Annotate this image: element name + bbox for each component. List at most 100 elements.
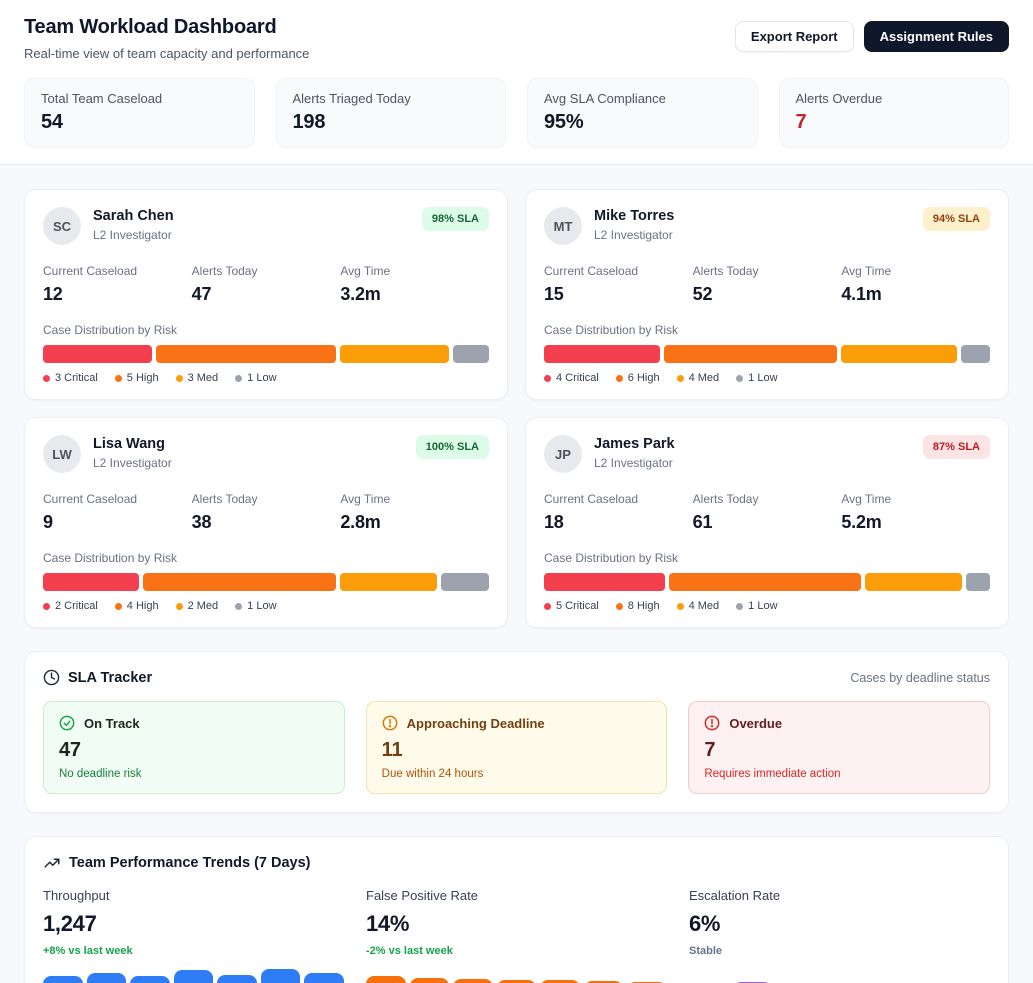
- risk-segment-med: [841, 345, 958, 363]
- header-actions: Export Report Assignment Rules: [734, 21, 1009, 52]
- legend-label: 2 Critical: [55, 600, 98, 612]
- risk-segment-low: [452, 345, 489, 363]
- assignment-rules-button[interactable]: Assignment Rules: [863, 21, 1009, 52]
- risk-segment-low: [440, 573, 489, 591]
- performance-trends-section: Team Performance Trends (7 Days) Through…: [24, 836, 1009, 983]
- mini-bar: [260, 969, 301, 983]
- alerts-value: 52: [692, 284, 713, 304]
- metric-throughput: Throughput 1,247 +8% vs last week: [43, 888, 345, 983]
- legend-dot-med: [175, 374, 183, 382]
- caseload-label: Current Caseload: [43, 264, 138, 278]
- legend-label: 3 Critical: [55, 372, 98, 384]
- risk-legend: 4 Critical 6 High 4 Med 1 Low: [544, 372, 990, 384]
- status-value: 47: [59, 739, 81, 761]
- metric-escalation-rate: Escalation Rate 6% Stable: [689, 888, 990, 983]
- false-positive-bar-chart: [366, 967, 668, 983]
- stat-label: Avg SLA Compliance: [544, 91, 666, 106]
- legend-item-low: 1 Low: [736, 600, 778, 612]
- status-subtitle: No deadline risk: [59, 768, 142, 780]
- sla-badge: 94% SLA: [922, 207, 990, 231]
- stat-card-alerts-triaged: Alerts Triaged Today 198: [275, 78, 506, 148]
- alerts-label: Alerts Today: [692, 492, 759, 506]
- legend-dot-critical: [43, 374, 50, 382]
- sla-badge: 100% SLA: [415, 435, 489, 459]
- legend-dot-high: [114, 602, 122, 610]
- legend-label: 6 High: [627, 372, 660, 384]
- legend-dot-med: [676, 602, 684, 610]
- caseload-label: Current Caseload: [43, 492, 138, 506]
- legend-item-high: 8 High: [615, 600, 660, 612]
- stat-label: Total Team Caseload: [41, 91, 163, 106]
- risk-segment-med: [865, 573, 962, 591]
- legend-item-low: 1 Low: [235, 372, 277, 384]
- legend-label: 1 Low: [247, 600, 277, 612]
- risk-distribution-label: Case Distribution by Risk: [43, 323, 178, 337]
- risk-distribution-label: Case Distribution by Risk: [544, 323, 679, 337]
- legend-item-low: 1 Low: [235, 600, 277, 612]
- status-subtitle: Due within 24 hours: [381, 768, 484, 780]
- risk-distribution-bar: [43, 345, 489, 363]
- legend-item-med: 4 Med: [676, 600, 720, 612]
- legend-item-critical: 2 Critical: [43, 600, 98, 612]
- sla-badge: 98% SLA: [421, 207, 489, 231]
- member-card-lisa-wang: LW Lisa Wang L2 Investigator 100% SLA Cu…: [24, 417, 508, 628]
- legend-dot-high: [114, 374, 122, 382]
- status-value: 7: [704, 739, 716, 761]
- page-subtitle: Real-time view of team capacity and perf…: [24, 46, 310, 61]
- mini-bar: [453, 979, 493, 983]
- member-card-james-park: JP James Park L2 Investigator 87% SLA Cu…: [525, 417, 1009, 628]
- caseload-value: 12: [43, 284, 63, 304]
- metric-label: Throughput: [43, 888, 110, 903]
- stat-value: 54: [41, 111, 63, 133]
- avg-time-value: 2.8m: [340, 512, 381, 532]
- team-members-grid: SC Sarah Chen L2 Investigator 98% SLA Cu…: [24, 189, 1009, 628]
- escalation-bar-chart: [689, 967, 990, 983]
- mini-bar: [130, 976, 170, 983]
- legend-label: 4 Med: [688, 600, 720, 612]
- mini-bar: [43, 976, 83, 983]
- member-name: Mike Torres: [594, 208, 675, 224]
- summary-stats-row: Total Team Caseload 54 Alerts Triaged To…: [24, 78, 1009, 148]
- avg-time-label: Avg Time: [841, 264, 892, 278]
- risk-segment-critical: [43, 345, 152, 363]
- avg-time-value: 3.2m: [340, 284, 381, 304]
- alerts-label: Alerts Today: [191, 264, 258, 278]
- metric-delta: -2% vs last week: [366, 945, 453, 957]
- stat-card-alerts-overdue: Alerts Overdue 7: [778, 78, 1009, 148]
- mini-bar: [366, 976, 406, 983]
- throughput-bar-chart: [43, 967, 345, 983]
- avatar: MT: [544, 207, 582, 245]
- mini-bar: [173, 970, 214, 983]
- metric-value: 6%: [689, 911, 721, 936]
- legend-item-high: 4 High: [114, 600, 159, 612]
- member-role: L2 Investigator: [594, 228, 673, 242]
- metric-false-positive-rate: False Positive Rate 14% -2% vs last week: [366, 888, 668, 983]
- status-title: Overdue: [729, 715, 783, 731]
- stat-card-total-caseload: Total Team Caseload 54: [24, 78, 255, 148]
- metric-value: 1,247: [43, 911, 97, 936]
- legend-label: 5 High: [126, 372, 159, 384]
- sla-status-approaching-deadline: Approaching Deadline 11 Due within 24 ho…: [365, 701, 668, 794]
- sla-status-overdue: Overdue 7 Requires immediate action: [688, 701, 991, 794]
- performance-metrics-row: Throughput 1,247 +8% vs last week False …: [43, 888, 990, 983]
- legend-label: 1 Low: [247, 372, 277, 384]
- legend-label: 5 Critical: [556, 600, 599, 612]
- sla-tracker-title: SLA Tracker: [68, 669, 153, 686]
- risk-segment-critical: [544, 345, 660, 363]
- member-card-mike-torres: MT Mike Torres L2 Investigator 94% SLA C…: [525, 189, 1009, 400]
- caseload-value: 18: [544, 512, 564, 532]
- risk-legend: 2 Critical 4 High 2 Med 1 Low: [43, 600, 489, 612]
- avatar: LW: [43, 435, 81, 473]
- stat-label: Alerts Triaged Today: [292, 91, 411, 106]
- risk-segment-high: [155, 345, 337, 363]
- legend-dot-high: [615, 602, 623, 610]
- status-title: Approaching Deadline: [406, 715, 545, 731]
- clock-icon: [43, 669, 60, 686]
- avg-time-value: 4.1m: [841, 284, 882, 304]
- export-report-button[interactable]: Export Report: [734, 21, 854, 52]
- risk-distribution-label: Case Distribution by Risk: [43, 551, 178, 565]
- legend-label: 2 Med: [187, 600, 219, 612]
- status-value: 11: [381, 739, 403, 761]
- metric-label: False Positive Rate: [366, 888, 478, 903]
- alert-circle-icon: [382, 715, 398, 731]
